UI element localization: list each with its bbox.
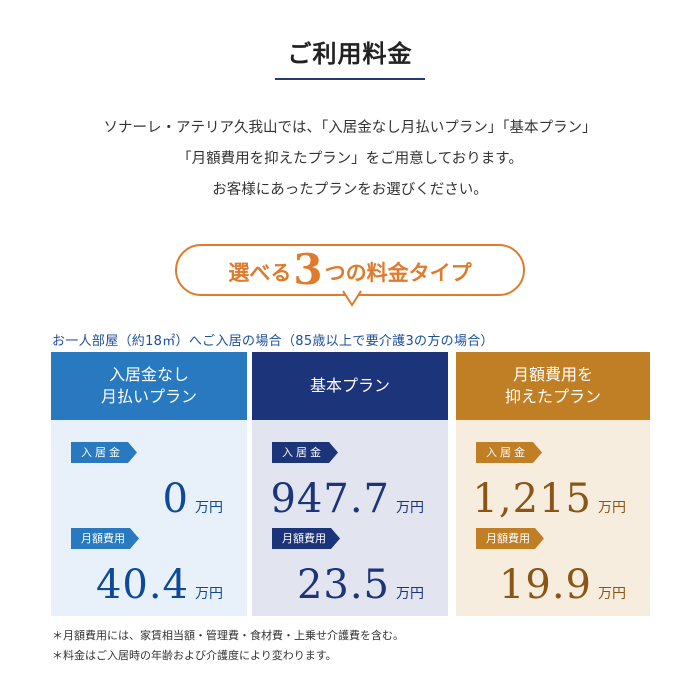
- plan-body: 入居金 0 万円 月額費用 40.4 万円: [51, 420, 247, 616]
- monthly-value: 23.5: [296, 562, 390, 608]
- deposit-value: 0: [162, 476, 189, 522]
- banner-suffix: つの料金タイプ: [324, 261, 472, 285]
- plan-name: 入居金なし 月払いプラン: [51, 352, 247, 420]
- monthly-value: 40.4: [95, 562, 189, 608]
- monthly-unit: 万円: [195, 586, 223, 602]
- intro-line: ソナーレ・アテリア久我山では、「入居金なし月払いプラン」「基本プラン」: [103, 120, 597, 136]
- footnotes: ＊月額費用には、家賃相当額・管理費・食材費・上乗せ介護費を含む。 ＊料金はご入居…: [52, 626, 404, 666]
- plan-card-no-deposit: 入居金なし 月払いプラン 入居金 0 万円 月額費用 40.4 万円: [51, 352, 247, 616]
- deposit-unit: 万円: [396, 500, 424, 516]
- monthly-value: 19.9: [498, 562, 592, 608]
- plan-types-banner: 選べる3つの料金タイプ: [175, 244, 525, 296]
- plan-body: 入居金 1,215 万円 月額費用 19.9 万円: [456, 420, 650, 616]
- deposit-value: 947.7: [270, 476, 390, 522]
- deposit-amount: 947.7 万円: [270, 476, 424, 522]
- room-condition-heading: お一人部屋（約18㎡）へご入居の場合（85歳以上で要介護3の方の場合）: [52, 334, 494, 349]
- monthly-amount: 23.5 万円: [297, 562, 424, 608]
- plan-body: 入居金 947.7 万円 月額費用 23.5 万円: [252, 420, 448, 616]
- banner-text: 選べる3つの料金タイプ: [175, 244, 525, 296]
- monthly-amount: 19.9 万円: [499, 562, 626, 608]
- deposit-amount: 1,215 万円: [472, 476, 626, 522]
- deposit-tag: 入居金: [71, 442, 137, 463]
- banner-number: 3: [293, 245, 323, 294]
- plan-card-low-monthly: 月額費用を 抑えたプラン 入居金 1,215 万円 月額費用 19.9 万円: [456, 352, 650, 616]
- deposit-value: 1,215: [472, 476, 592, 522]
- monthly-unit: 万円: [598, 586, 626, 602]
- monthly-tag: 月額費用: [476, 528, 544, 549]
- monthly-amount: 40.4 万円: [96, 562, 223, 608]
- intro-line: お客様にあったプランをお選びください。: [212, 182, 488, 198]
- title-underline: [275, 78, 425, 80]
- banner-pointer-icon: [342, 290, 362, 307]
- plan-name: 月額費用を 抑えたプラン: [456, 352, 650, 420]
- deposit-unit: 万円: [195, 500, 223, 516]
- monthly-tag: 月額費用: [272, 528, 340, 549]
- plan-name: 基本プラン: [252, 352, 448, 420]
- deposit-unit: 万円: [598, 500, 626, 516]
- monthly-tag: 月額費用: [71, 528, 139, 549]
- monthly-unit: 万円: [396, 586, 424, 602]
- plan-card-basic: 基本プラン 入居金 947.7 万円 月額費用 23.5 万円: [252, 352, 448, 616]
- deposit-amount: 0 万円: [163, 476, 223, 522]
- footnote: ＊月額費用には、家賃相当額・管理費・食材費・上乗せ介護費を含む。: [52, 629, 404, 642]
- deposit-tag: 入居金: [476, 442, 542, 463]
- intro-text: ソナーレ・アテリア久我山では、「入居金なし月払いプラン」「基本プラン」 「月額費…: [0, 113, 700, 206]
- deposit-tag: 入居金: [272, 442, 338, 463]
- page-title: ご利用料金: [287, 40, 413, 68]
- intro-line: 「月額費用を抑えたプラン」をご用意しております。: [177, 151, 523, 167]
- banner-prefix: 選べる: [228, 261, 292, 285]
- footnote: ＊料金はご入居時の年齢および介護度により変わります。: [52, 649, 337, 662]
